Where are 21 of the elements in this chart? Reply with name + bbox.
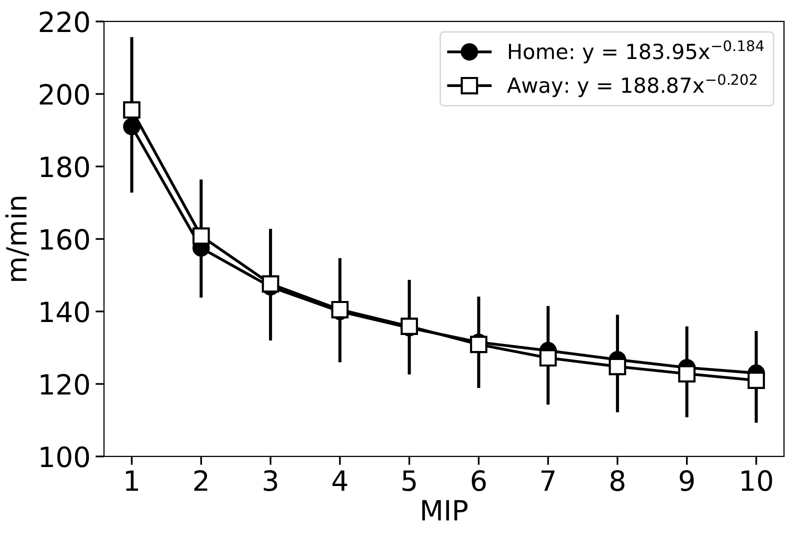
legend-label: Away: y = 188.87x$^{−0.202}$ (507, 74, 757, 98)
x-tick-label: 5 (402, 470, 416, 492)
x-tick-label: 7 (542, 470, 555, 491)
x-tick-label: 9 (680, 470, 694, 492)
x-tick-label: 8 (610, 470, 624, 492)
y-tick-label: 220 (40, 11, 89, 32)
x-tick-label: 2 (194, 470, 208, 491)
x-tick-label: 6 (472, 470, 486, 492)
y-tick-label: 200 (40, 84, 89, 105)
x-tick-label: 3 (264, 470, 278, 492)
legend-label: Home: y = 183.95x$^{−0.184}$ (508, 40, 764, 64)
x-tick-label: 10 (742, 470, 772, 492)
y-tick-label: 160 (40, 228, 89, 250)
y-tick-label: 120 (40, 374, 89, 395)
x-tick-label: 1 (126, 470, 138, 491)
x-axis-title: MIP (422, 500, 468, 520)
y-tick-label: 180 (40, 156, 89, 178)
x-tick-label: 4 (332, 470, 348, 491)
y-tick-label: 100 (40, 446, 89, 468)
y-tick-label: 140 (40, 301, 89, 322)
y-axis-title: m/min (5, 196, 30, 281)
